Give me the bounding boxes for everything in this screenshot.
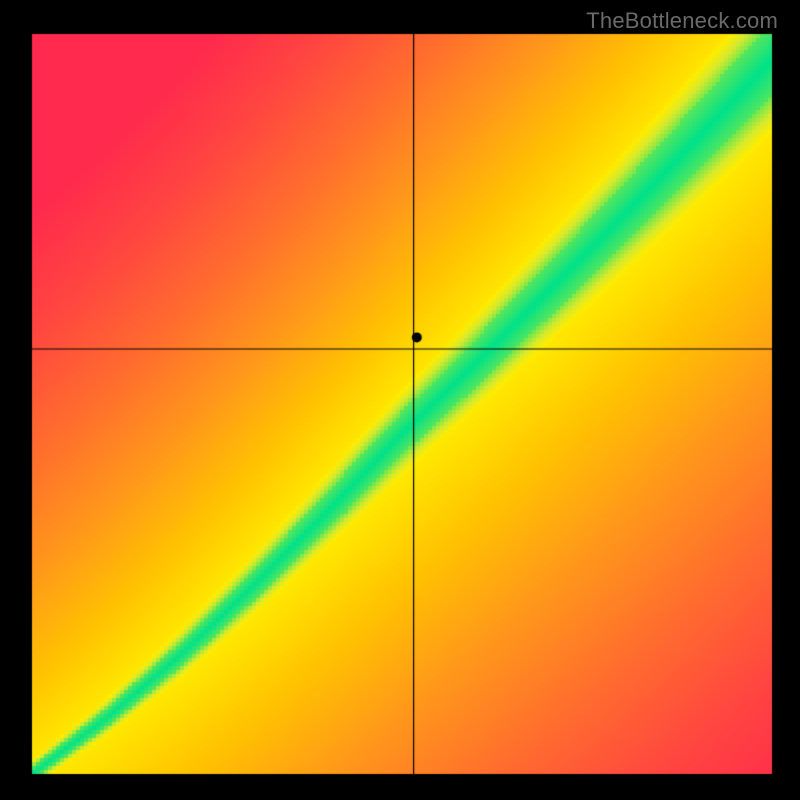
heatmap-canvas xyxy=(0,0,800,800)
chart-container: TheBottleneck.com xyxy=(0,0,800,800)
watermark-text: TheBottleneck.com xyxy=(586,8,778,34)
